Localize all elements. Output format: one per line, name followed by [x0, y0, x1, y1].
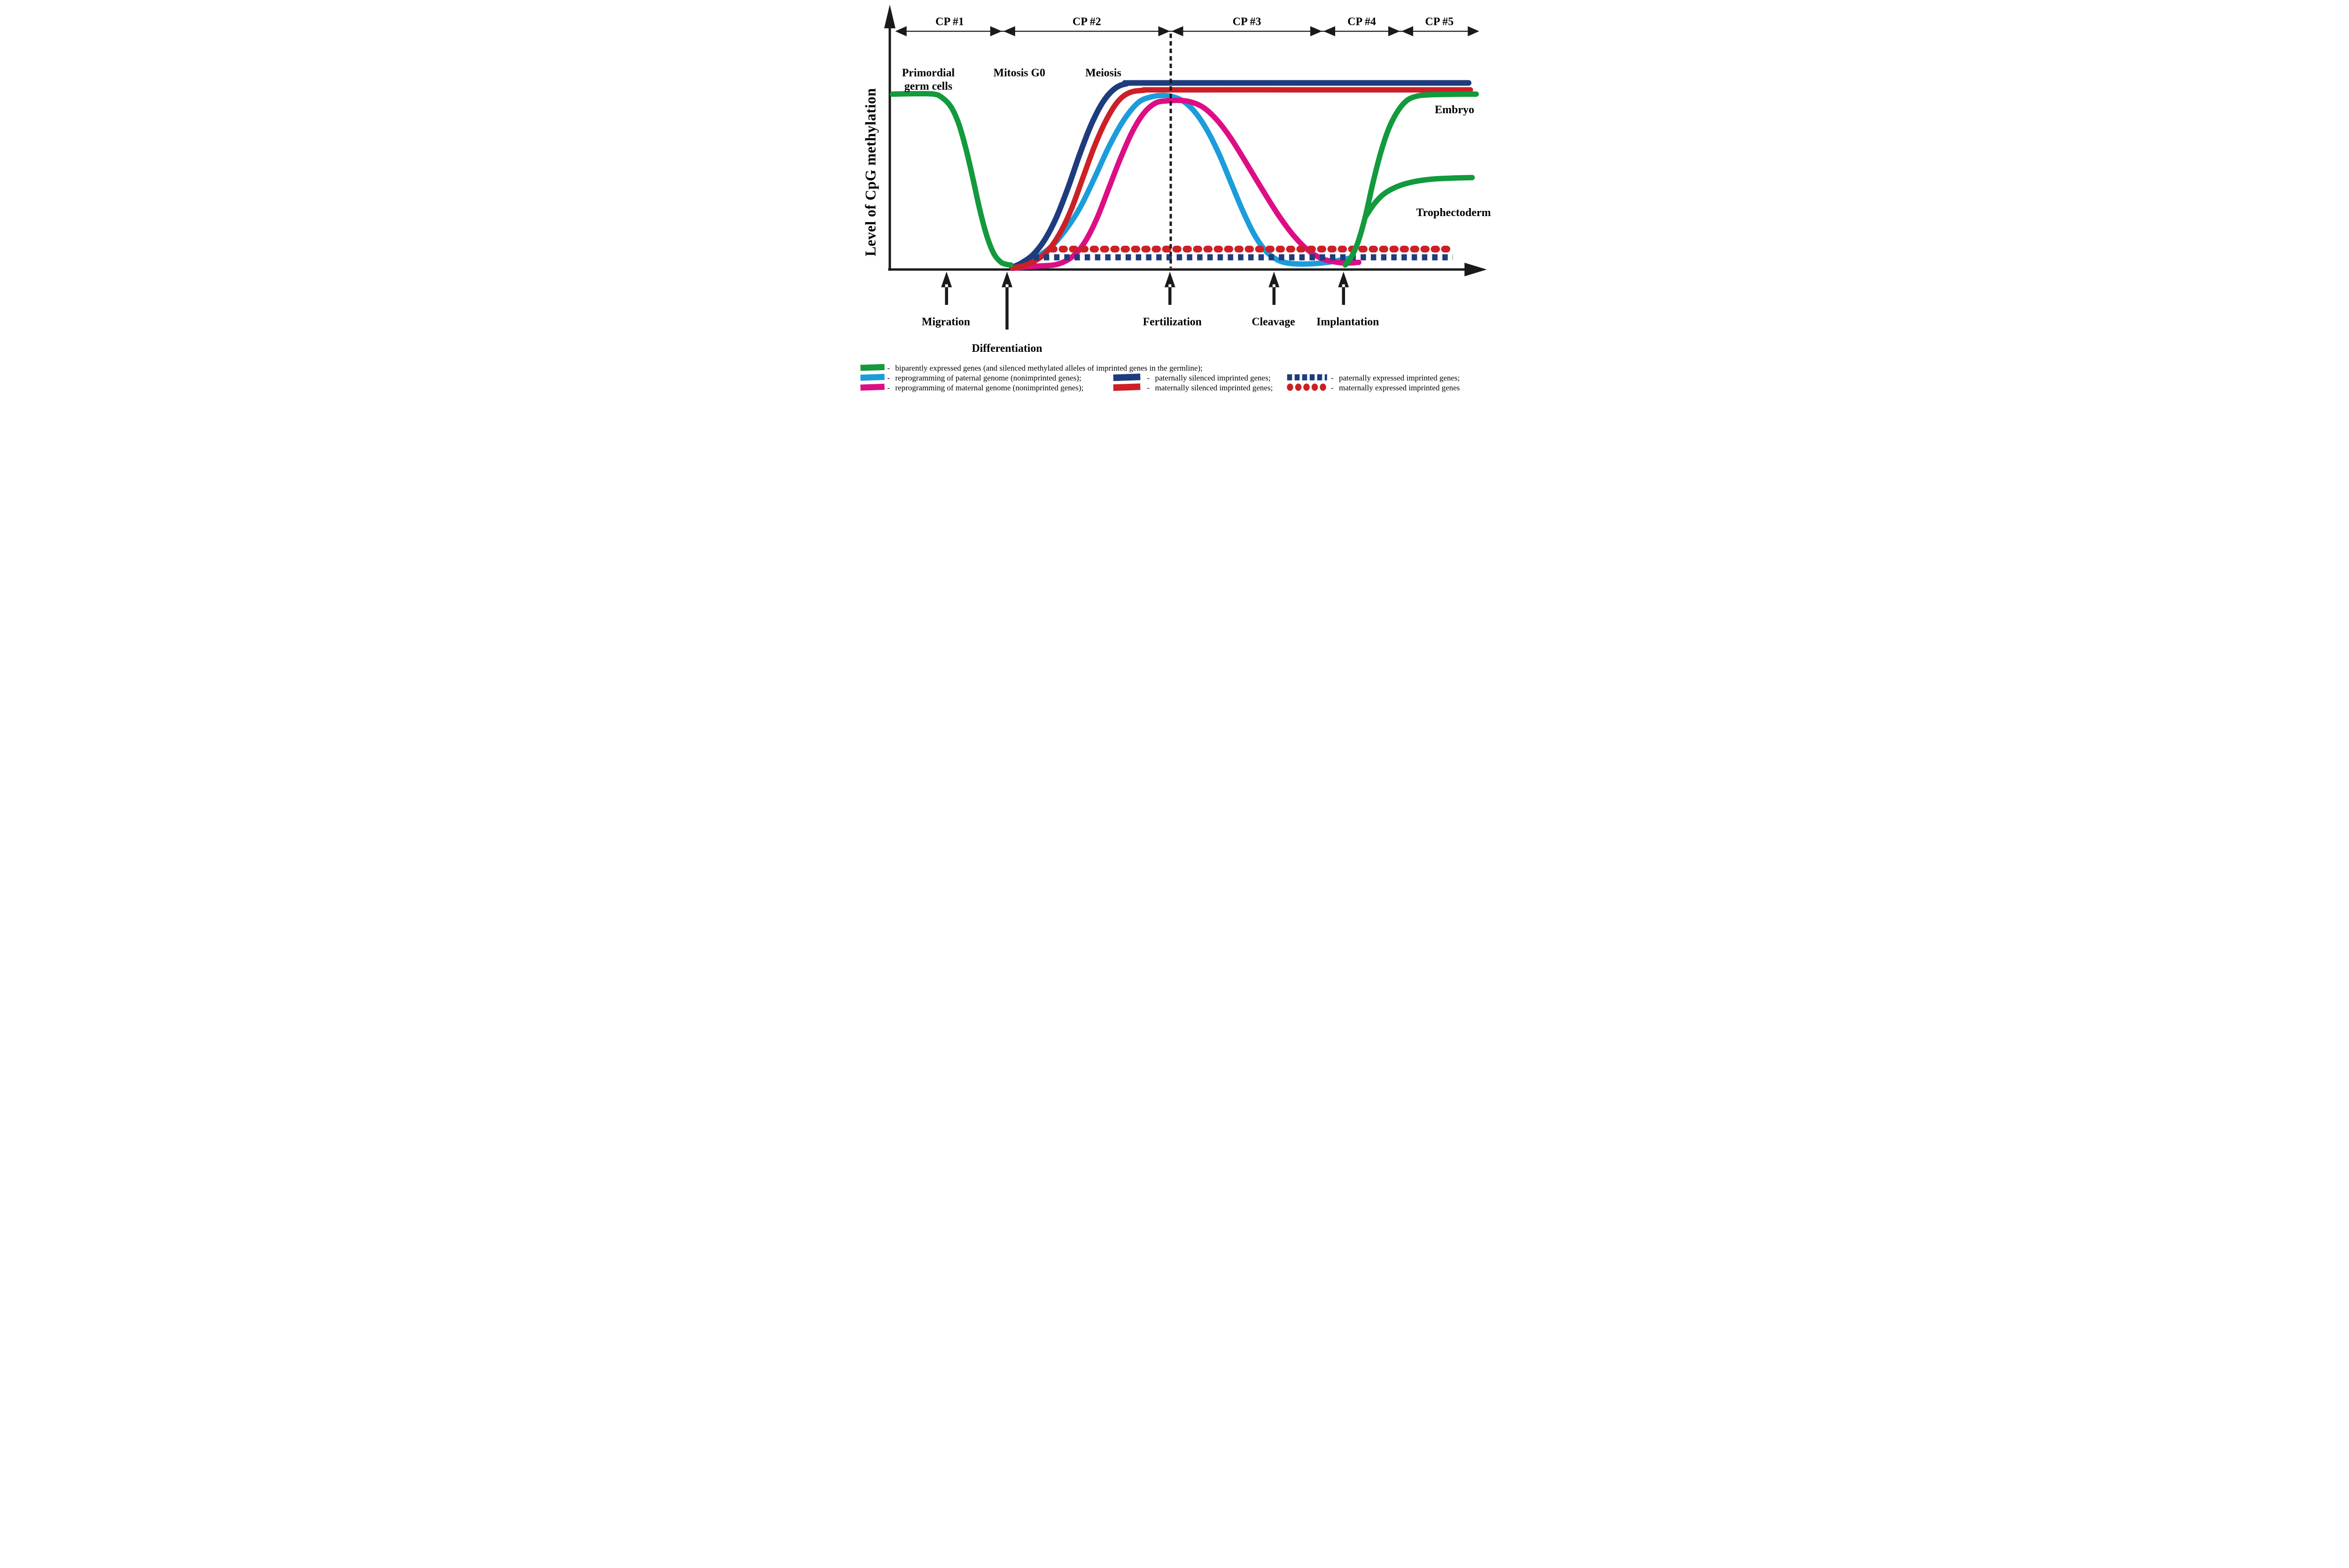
primordial-germ-cells-label-line2: germ cells [904, 80, 952, 93]
legend-dash-5: - [887, 383, 890, 392]
legend: - biparently expressed genes (and silenc… [860, 364, 1460, 392]
migration-label: Migration [922, 316, 970, 328]
curve-maternally-silenced [1010, 87, 1473, 271]
legend-label-maternally-silenced: maternally silenced imprinted genes; [1155, 383, 1273, 392]
legend-swatch-maternally-silenced [1113, 383, 1141, 391]
curves-layer [889, 80, 1479, 271]
meiosis-label: Meiosis [1085, 67, 1121, 79]
migration-arrow-icon [941, 272, 952, 305]
differentiation-arrow-icon [1002, 272, 1012, 330]
y-axis-title: Level of CpG methylation [863, 88, 879, 256]
implantation-arrow-icon [1338, 272, 1349, 305]
legend-label-paternal-reprogramming: reprogramming of paternal genome (nonimp… [895, 373, 1081, 382]
y-axis [884, 4, 895, 271]
curve-biparental-seg3 [1362, 175, 1475, 220]
x-axis-arrowhead-icon [1464, 263, 1487, 277]
legend-dash-1: - [887, 364, 890, 373]
curve-biparental-seg2 [1342, 91, 1479, 268]
fertilization-arrow-icon [1164, 272, 1175, 305]
legend-swatch-maternal-reprogramming [860, 383, 885, 391]
embryo-label: Embryo [1435, 104, 1474, 116]
legend-dash-6: - [1147, 383, 1150, 392]
cp3-label: CP #3 [1233, 16, 1261, 28]
cp-arrow-line [896, 31, 1478, 32]
curve-maternal-reprogramming [1010, 97, 1361, 271]
legend-label-paternally-expressed: paternally expressed imprinted genes; [1339, 373, 1460, 382]
mitosis-g0-label: Mitosis G0 [994, 67, 1045, 79]
legend-dash-3: - [1147, 373, 1150, 382]
cp-arrowhead-right-end-icon [1468, 26, 1479, 37]
differentiation-label: Differentiation [972, 342, 1042, 355]
cp2-label: CP #2 [1073, 16, 1101, 28]
event-arrows [941, 272, 1349, 330]
cp-boundary-2 [1158, 26, 1183, 37]
chart-canvas: CP #1 CP #2 CP #3 CP #4 CP #5 Level of C… [860, 4, 1491, 392]
curve-paternally-silenced [1009, 80, 1472, 271]
legend-swatch-paternally-expressed [1287, 374, 1327, 380]
cp5-label: CP #5 [1425, 16, 1454, 28]
cp1-label: CP #1 [935, 16, 964, 28]
cp-boundary-4 [1388, 26, 1413, 37]
cleavage-label: Cleavage [1252, 316, 1295, 328]
implantation-label: Implantation [1316, 316, 1379, 328]
curve-biparental-seg1 [889, 91, 1014, 268]
legend-swatch-paternal-reprogramming [860, 373, 885, 381]
fertilization-label: Fertilization [1143, 316, 1202, 328]
legend-dash-2: - [887, 373, 890, 382]
legend-swatch-maternally-expressed [1287, 383, 1326, 391]
legend-swatch-paternally-silenced [1113, 373, 1141, 381]
y-axis-arrowhead-icon [884, 4, 895, 29]
cp4-label: CP #4 [1347, 16, 1376, 28]
trophectoderm-label: Trophectoderm [1416, 207, 1491, 219]
x-axis [888, 263, 1487, 277]
curve-paternal-reprogramming [1010, 93, 1354, 271]
legend-dash-7: - [1331, 383, 1334, 392]
cp-boundary-3 [1310, 26, 1335, 37]
primordial-germ-cells-label-line1: Primordial [902, 67, 955, 79]
cleavage-arrow-icon [1268, 272, 1280, 305]
checkpoint-arrow-row [895, 26, 1479, 37]
legend-label-paternally-silenced: paternally silenced imprinted genes; [1155, 373, 1271, 382]
legend-label-biparental: biparently expressed genes (and silenced… [895, 364, 1203, 373]
legend-label-maternally-expressed: maternally expressed imprinted genes [1339, 383, 1460, 392]
legend-label-maternal-reprogramming: reprogramming of maternal genome (nonimp… [895, 383, 1084, 392]
cp-arrowhead-left-end-icon [895, 26, 907, 37]
legend-swatch-biparental [860, 364, 885, 371]
legend-dash-4: - [1331, 373, 1334, 382]
cp-boundary-1 [990, 26, 1015, 37]
methylation-figure: CP #1 CP #2 CP #3 CP #4 CP #5 Level of C… [858, 0, 1491, 392]
